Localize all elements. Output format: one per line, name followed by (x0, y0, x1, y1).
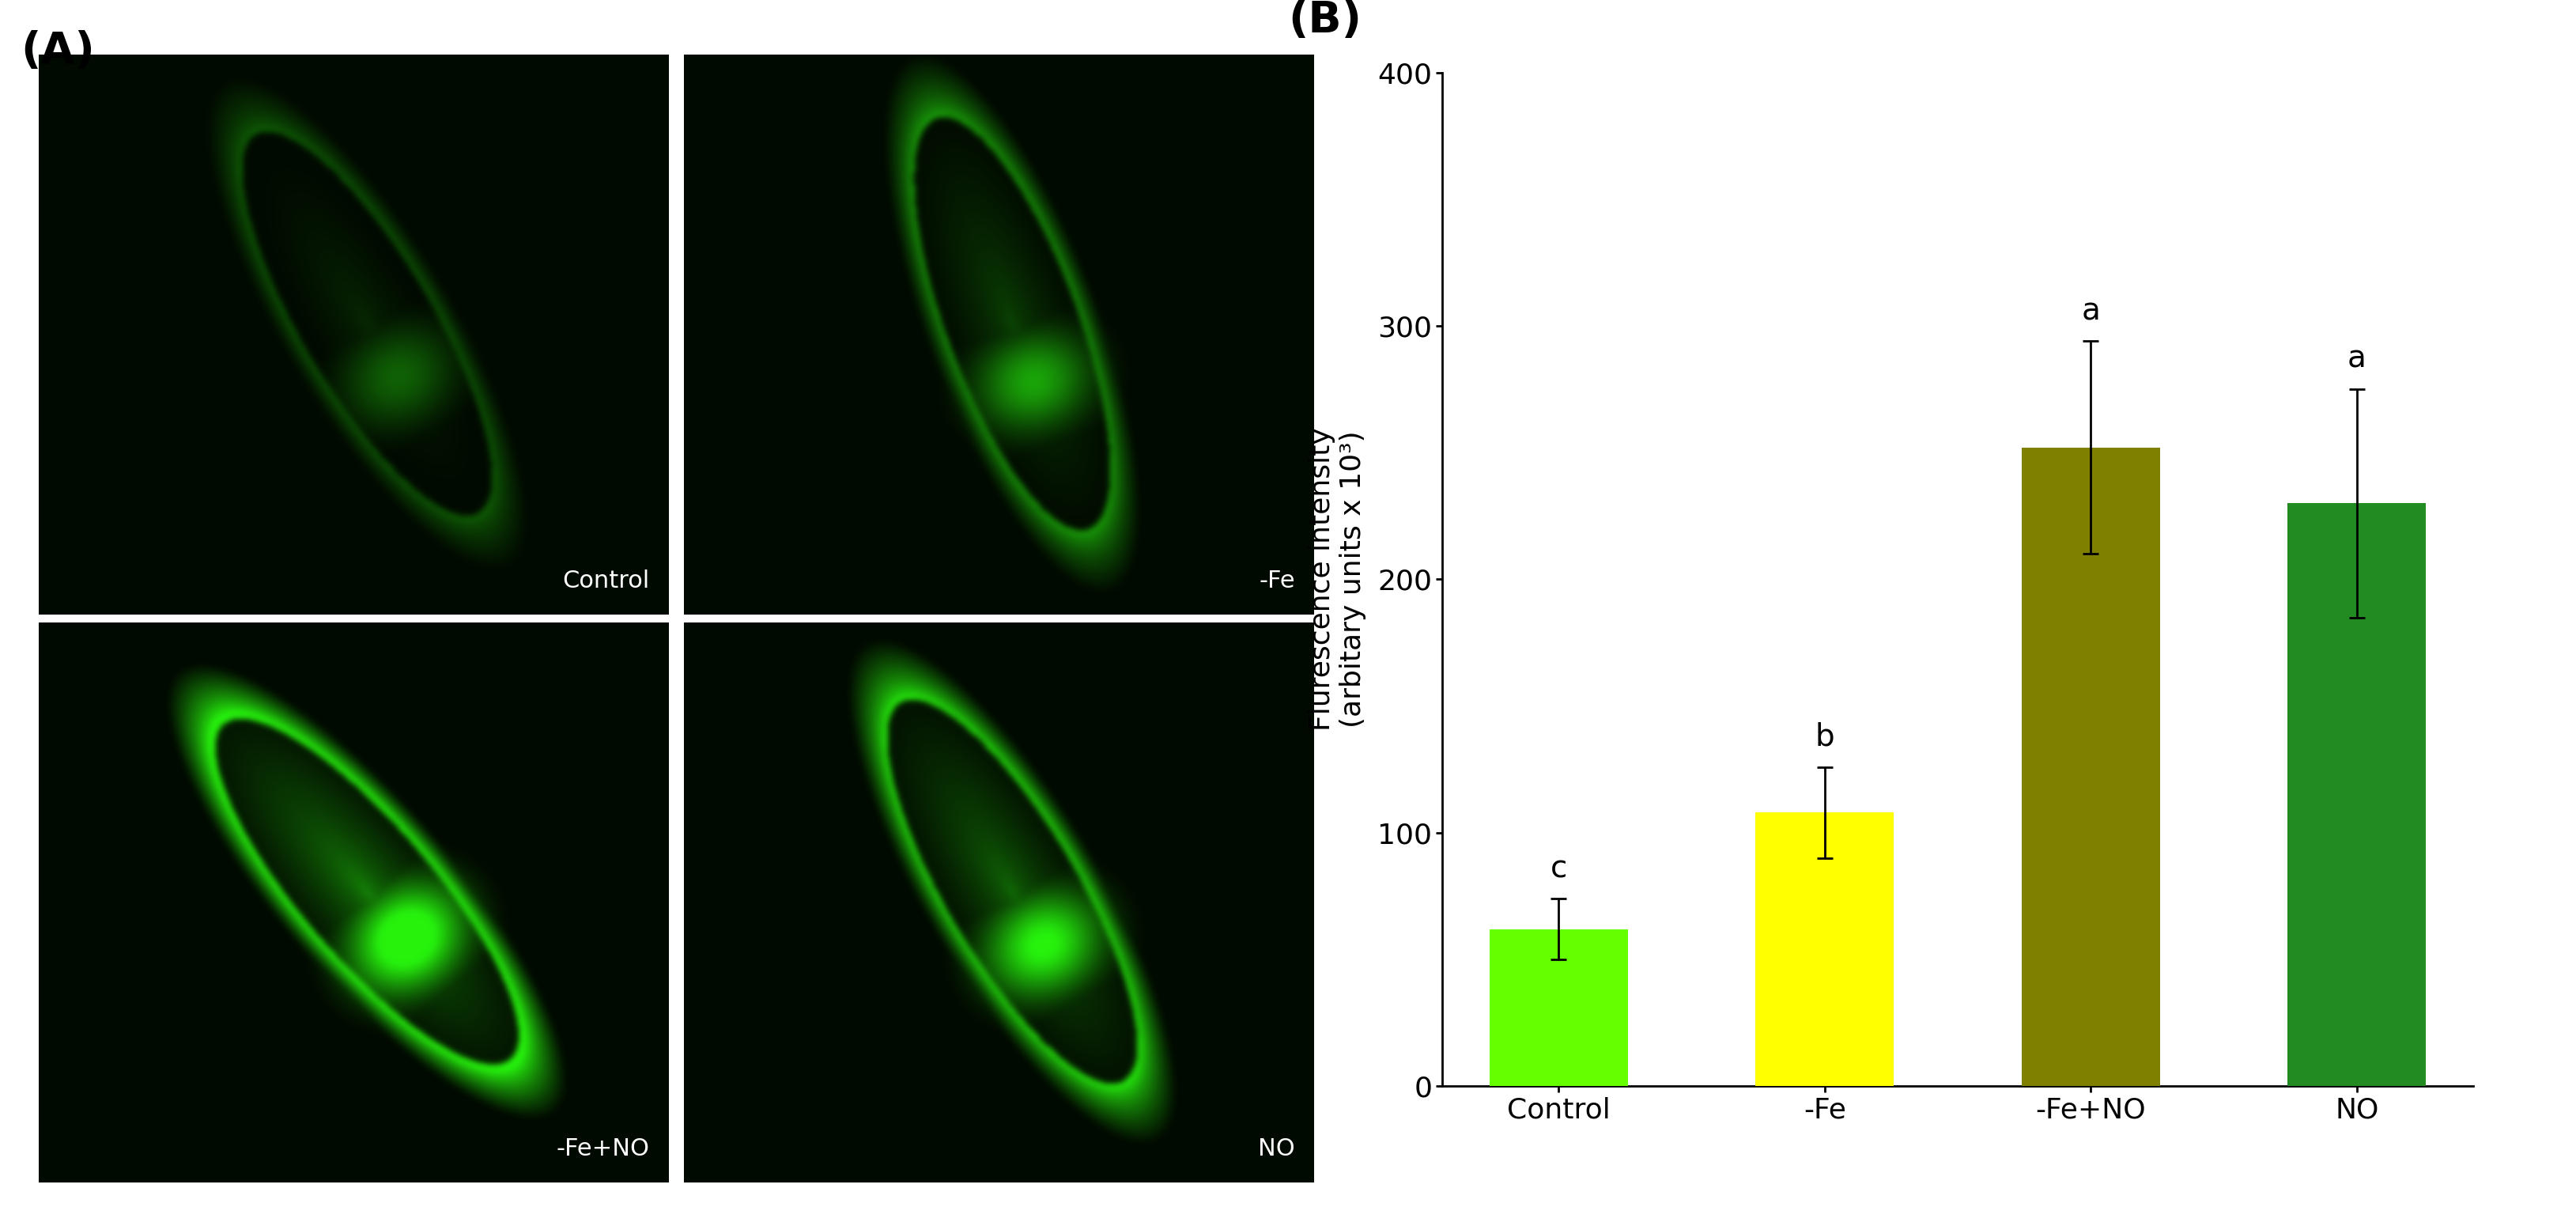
Text: a: a (2081, 296, 2099, 326)
Bar (2287, 503, 2427, 1086)
Text: a: a (2347, 344, 2367, 374)
Text: NO: NO (1257, 1137, 1296, 1160)
Text: -Fe: -Fe (1260, 570, 1296, 593)
Bar (1754, 812, 1893, 1086)
Y-axis label: Flurescence intensity
(arbitary units x 10³): Flurescence intensity (arbitary units x … (1309, 427, 1368, 731)
Text: Control: Control (562, 570, 649, 593)
Bar (2022, 448, 2161, 1086)
Text: c: c (1551, 853, 1566, 884)
Text: -Fe+NO: -Fe+NO (556, 1137, 649, 1160)
Bar (1489, 929, 1628, 1086)
Text: b: b (1816, 722, 1834, 752)
Text: (A): (A) (21, 30, 95, 72)
Text: (B): (B) (1288, 0, 1363, 42)
